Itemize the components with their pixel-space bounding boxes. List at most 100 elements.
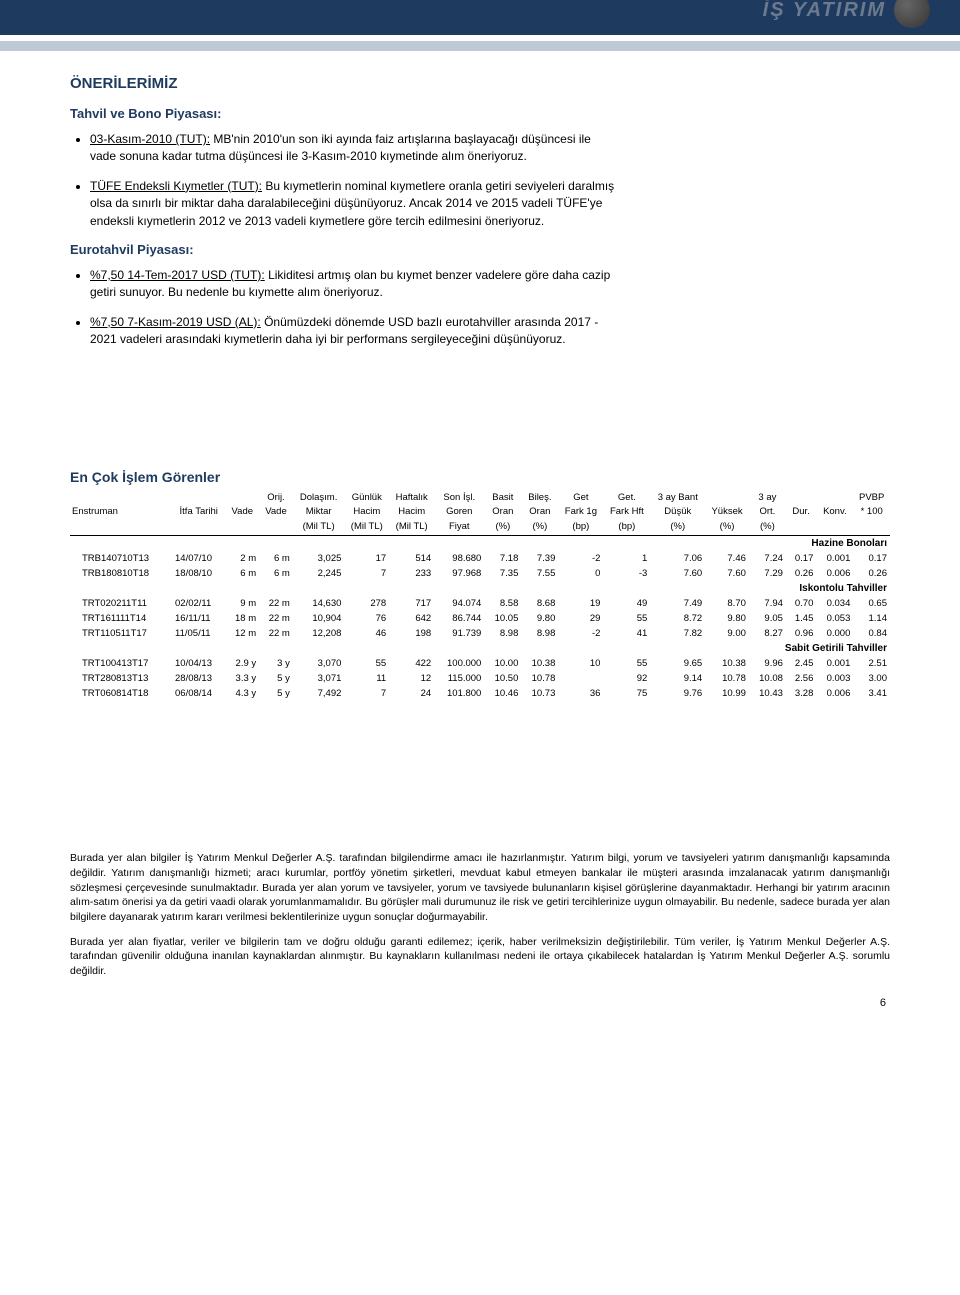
table-cell: 2 m	[225, 551, 259, 566]
table-cell: 8.98	[521, 626, 558, 641]
page-content: ÖNERİLERİMİZ Tahvil ve Bono Piyasası: 03…	[0, 51, 960, 1029]
col-header	[816, 520, 853, 535]
col-header: Ort.	[749, 505, 786, 520]
table-cell: 0.26	[853, 566, 890, 581]
table-cell: 422	[389, 656, 434, 671]
col-header: (%)	[484, 520, 521, 535]
col-header: Yüksek	[705, 505, 749, 520]
table-cell: 9.65	[650, 656, 705, 671]
table-group-row: Iskontolu Tahviller	[70, 581, 890, 596]
table-cell: 06/08/14	[172, 686, 225, 701]
table-cell: 3 y	[259, 656, 293, 671]
table-cell: 75	[603, 686, 650, 701]
table-cell: 22 m	[259, 626, 293, 641]
col-header: Fark 1g	[558, 505, 603, 520]
table-cell: 1.14	[853, 611, 890, 626]
table-cell: 7.49	[650, 596, 705, 611]
table-cell: 8.27	[749, 626, 786, 641]
table-cell: 11	[344, 671, 389, 686]
page-number: 6	[70, 997, 890, 1009]
col-header: (%)	[749, 520, 786, 535]
table-cell: 9.14	[650, 671, 705, 686]
brand-logo: İŞ YATIRIM	[763, 0, 930, 28]
col-header: Günlük	[344, 491, 389, 506]
most-traded-table: Orij.Dolaşım.GünlükHaftalıkSon İşl.Basit…	[70, 491, 890, 702]
table-row: TRT060814T1806/08/144.3 y5 y7,492724101.…	[70, 686, 890, 701]
bullet-item: %7,50 14-Tem-2017 USD (TUT): Likiditesi …	[90, 267, 620, 302]
table-cell: 02/02/11	[172, 596, 225, 611]
table-row: TRT161111T1416/11/1118 m22 m10,904766428…	[70, 611, 890, 626]
table-row: TRB180810T1818/08/106 m6 m2,245723397.96…	[70, 566, 890, 581]
col-header: Vade	[225, 505, 259, 520]
col-header: 3 ay Bant	[650, 491, 705, 506]
bullet-list-bonds: 03-Kasım-2010 (TUT): MB'nin 2010'un son …	[70, 131, 620, 230]
brand-logo-icon	[894, 0, 930, 28]
table-cell: 9.96	[749, 656, 786, 671]
table-group-label: Sabit Getirili Tahviller	[70, 641, 890, 656]
table-cell: TRB140710T13	[70, 551, 172, 566]
table-cell: 10	[558, 656, 603, 671]
table-cell: 10.05	[484, 611, 521, 626]
table-cell: 41	[603, 626, 650, 641]
table-cell: 10.00	[484, 656, 521, 671]
col-header: Vade	[259, 505, 293, 520]
table-group-label: Iskontolu Tahviller	[70, 581, 890, 596]
table-cell: 10.38	[521, 656, 558, 671]
table-cell: 3.00	[853, 671, 890, 686]
table-cell: 0.000	[816, 626, 853, 641]
table-cell: 12 m	[225, 626, 259, 641]
table-cell: -2	[558, 551, 603, 566]
table-cell: 0.053	[816, 611, 853, 626]
table-cell: TRT110511T17	[70, 626, 172, 641]
table-row: TRT100413T1710/04/132.9 y3 y3,0705542210…	[70, 656, 890, 671]
table-cell: 2.56	[786, 671, 816, 686]
table-cell: TRT280813T13	[70, 671, 172, 686]
col-header	[172, 520, 225, 535]
table-cell: 10.78	[521, 671, 558, 686]
table-cell: 1.45	[786, 611, 816, 626]
table-cell: 3.28	[786, 686, 816, 701]
table-cell: 24	[389, 686, 434, 701]
table-row: TRT020211T1102/02/119 m22 m14,6302787179…	[70, 596, 890, 611]
table-cell: 0.65	[853, 596, 890, 611]
col-header: Konv.	[816, 505, 853, 520]
section-title: ÖNERİLERİMİZ	[70, 75, 890, 92]
table-cell: 29	[558, 611, 603, 626]
col-header	[225, 491, 259, 506]
col-header	[853, 520, 890, 535]
table-cell: 10.08	[749, 671, 786, 686]
table-cell: 10.38	[705, 656, 749, 671]
table-cell: 55	[344, 656, 389, 671]
table-cell: 7.94	[749, 596, 786, 611]
table-row: TRT280813T1328/08/133.3 y5 y3,0711112115…	[70, 671, 890, 686]
table-cell: 0.96	[786, 626, 816, 641]
table-cell: 19	[558, 596, 603, 611]
table-cell: 14/07/10	[172, 551, 225, 566]
col-header	[786, 491, 816, 506]
table-cell: 642	[389, 611, 434, 626]
table-cell: TRT060814T18	[70, 686, 172, 701]
col-header	[70, 520, 172, 535]
table-cell: 7.60	[650, 566, 705, 581]
table-cell: 0.001	[816, 551, 853, 566]
col-header	[225, 520, 259, 535]
col-header	[816, 491, 853, 506]
table-cell: TRT020211T11	[70, 596, 172, 611]
col-header: (Mil TL)	[389, 520, 434, 535]
subheading-eurobonds: Eurotahvil Piyasası:	[70, 242, 890, 257]
disclaimer: Burada yer alan bilgiler İş Yatırım Menk…	[70, 851, 890, 979]
table-group-row: Hazine Bonoları	[70, 536, 890, 552]
table-group-row: Sabit Getirili Tahviller	[70, 641, 890, 656]
table-cell: 0.17	[786, 551, 816, 566]
table-cell: 3,071	[293, 671, 345, 686]
table-cell: 10/04/13	[172, 656, 225, 671]
col-header	[172, 491, 225, 506]
table-group-label: Hazine Bonoları	[70, 536, 890, 552]
col-header: Fark Hft	[603, 505, 650, 520]
table-cell: 10.50	[484, 671, 521, 686]
col-header: Oran	[484, 505, 521, 520]
col-header: (bp)	[603, 520, 650, 535]
table-cell: 46	[344, 626, 389, 641]
table-cell: 2.9 y	[225, 656, 259, 671]
table-cell: 6 m	[225, 566, 259, 581]
